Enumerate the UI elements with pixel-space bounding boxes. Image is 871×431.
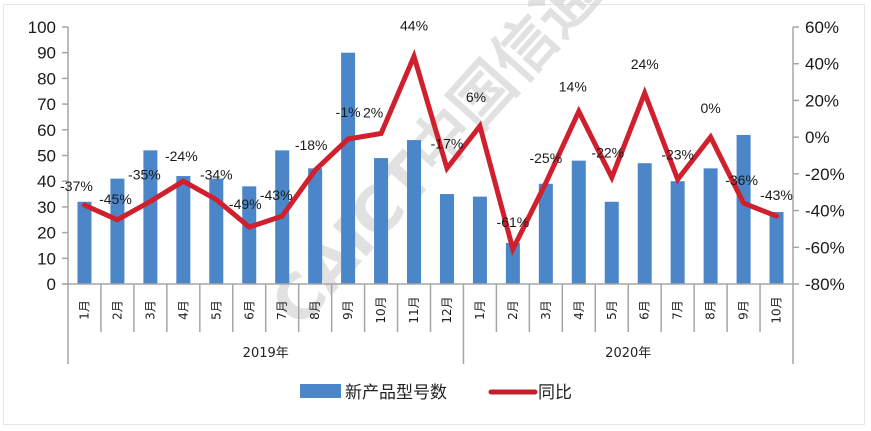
yoy-line xyxy=(82,49,779,257)
right-axis-tick-label: 60% xyxy=(805,18,839,37)
left-axis-tick-label: 100 xyxy=(28,18,56,37)
data-label: -43% xyxy=(260,187,293,203)
bar xyxy=(110,178,125,284)
bar xyxy=(77,201,92,284)
left-axis-tick-label: 70 xyxy=(37,95,56,114)
data-label: 14% xyxy=(559,78,587,94)
data-label: 44% xyxy=(400,17,428,33)
bar xyxy=(407,140,422,284)
data-label: -18% xyxy=(295,137,328,153)
data-label: -43% xyxy=(760,187,793,203)
line-series xyxy=(82,49,779,257)
x-category-label: 9月 xyxy=(737,300,751,320)
left-axis-tick-label: 60 xyxy=(37,121,56,140)
x-category-label: 6月 xyxy=(242,300,256,320)
bar xyxy=(604,201,619,284)
x-category-label: 8月 xyxy=(308,300,322,320)
x-category-label: 3月 xyxy=(539,300,553,320)
data-label: -23% xyxy=(661,146,694,162)
left-axis-tick-label: 30 xyxy=(37,198,56,217)
data-label: 2% xyxy=(363,104,383,120)
legend-bar-label: 新产品型号数 xyxy=(345,383,447,403)
bar xyxy=(472,196,487,284)
left-axis-tick-label: 40 xyxy=(37,172,56,191)
data-label: -24% xyxy=(165,148,198,164)
data-label: 0% xyxy=(700,100,720,116)
bar xyxy=(637,163,652,284)
x-axis: 1月 2月 3月 4月 5月 6月 7月 8月 9月 10月 11月 12月 1月 2月 3月 4月 5月 6月 7… xyxy=(67,284,794,364)
left-axis-tick-label: 50 xyxy=(37,147,56,166)
bar xyxy=(143,150,158,284)
right-axis-tick-label: -60% xyxy=(805,238,845,257)
data-label: -49% xyxy=(229,196,262,212)
x-category-label: 10月 xyxy=(374,296,388,323)
bar xyxy=(571,160,586,284)
data-label: -61% xyxy=(497,214,530,230)
bar xyxy=(341,52,356,285)
left-axis-tick-label: 90 xyxy=(37,44,56,63)
right-axis-tick-label: -80% xyxy=(805,275,845,294)
x-category-label: 1月 xyxy=(77,300,91,320)
right-axis-tick-label: -40% xyxy=(805,202,845,221)
data-label: -1% xyxy=(336,104,361,120)
bar xyxy=(505,242,520,284)
bar xyxy=(769,212,784,284)
x-category-label: 1月 xyxy=(473,300,487,320)
data-label: 24% xyxy=(631,56,659,72)
bar xyxy=(374,158,389,284)
bar xyxy=(670,181,685,284)
x-category-label: 10月 xyxy=(770,296,784,323)
x-category-label: 7月 xyxy=(275,300,289,320)
bar xyxy=(308,168,323,284)
x-category-label: 8月 xyxy=(704,300,718,320)
axes: 0 10 20 30 40 50 60 70 80 90 100 -80% -60% -40% -20% 0%… xyxy=(28,18,845,294)
legend: 新产品型号数 同比 xyxy=(300,383,572,403)
data-label: -34% xyxy=(200,167,233,183)
bar xyxy=(242,186,257,284)
left-axis-tick-label: 20 xyxy=(37,224,56,243)
x-category-label: 9月 xyxy=(341,300,355,320)
data-labels: -37%-45%-35%-24%-34%-49%-43%-18%-1% 2%44%… xyxy=(60,17,793,230)
left-axis-tick-label: 10 xyxy=(37,249,56,268)
data-label: -45% xyxy=(99,191,132,207)
right-axis-tick-label: -20% xyxy=(805,165,845,184)
legend-line-label: 同比 xyxy=(538,383,572,403)
bar xyxy=(703,168,718,284)
x-category-label: 11月 xyxy=(407,296,421,323)
x-category-label: 2月 xyxy=(506,300,520,320)
x-category-label: 6月 xyxy=(638,300,652,320)
x-category-label: 4月 xyxy=(176,300,190,320)
bar xyxy=(538,183,553,284)
bar xyxy=(439,194,454,284)
data-label: 6% xyxy=(466,89,486,105)
x-category-label: 3月 xyxy=(143,300,157,320)
bar xyxy=(736,134,751,284)
data-label: -36% xyxy=(725,172,758,188)
data-label: -37% xyxy=(60,178,93,194)
data-label: -35% xyxy=(128,166,161,182)
right-axis-tick-label: 0% xyxy=(805,128,830,147)
x-category-label: 12月 xyxy=(440,296,454,323)
data-label: -17% xyxy=(431,135,464,151)
data-label: -22% xyxy=(591,145,624,161)
x-category-label: 2月 xyxy=(110,300,124,320)
bar xyxy=(176,176,191,284)
x-category-label: 7月 xyxy=(671,300,685,320)
x-group-label: 2019年 xyxy=(243,346,289,361)
x-group-label: 2020年 xyxy=(605,346,651,361)
x-category-label: 5月 xyxy=(605,300,619,320)
legend-bar-swatch xyxy=(300,384,341,398)
left-axis-tick-label: 80 xyxy=(37,69,56,88)
x-category-label: 5月 xyxy=(209,300,223,320)
left-axis-tick-label: 0 xyxy=(47,275,56,294)
right-axis-tick-label: 40% xyxy=(805,55,839,74)
data-label: -25% xyxy=(529,150,562,166)
x-category-label: 4月 xyxy=(572,300,586,320)
right-axis-tick-label: 20% xyxy=(805,91,839,110)
